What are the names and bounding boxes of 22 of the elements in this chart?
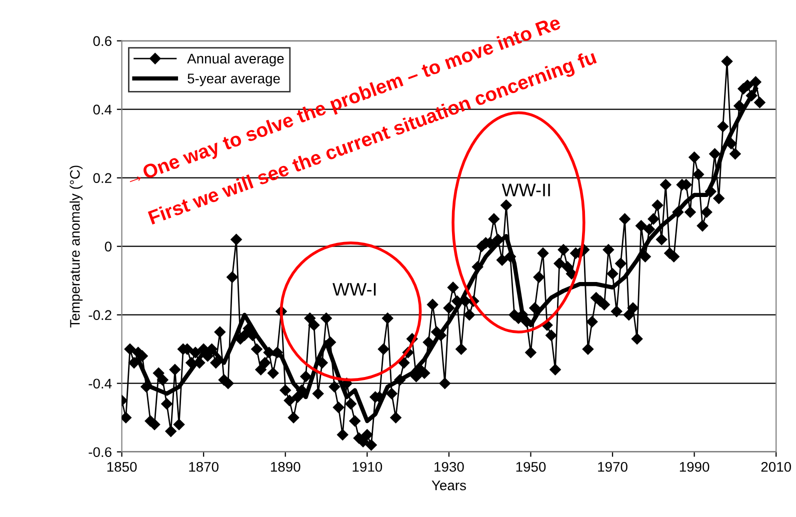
y-tick-label: -0.2 (88, 310, 112, 320)
y-axis-title: Temperature anomaly (°C) (70, 166, 83, 328)
x-tick-label: 1910 (352, 462, 382, 472)
annotation: WW-II (502, 184, 550, 196)
x-axis-title: Years (432, 480, 466, 490)
y-tick-label: -0.6 (88, 447, 112, 458)
x-tick-label: 1990 (680, 462, 710, 472)
annotation: WW-I (332, 283, 376, 296)
x-tick-label: 1970 (598, 462, 628, 472)
x-tick-label: 1890 (270, 462, 300, 472)
y-tick-label: 0 (104, 242, 112, 252)
y-tick-label: -0.4 (88, 378, 112, 389)
y-tick-label: 0.2 (93, 173, 112, 184)
legend-label: 5-year average (188, 74, 280, 86)
x-tick-label: 1850 (107, 462, 137, 472)
x-tick-label: 1930 (434, 462, 464, 472)
y-tick-label: 0.6 (93, 36, 112, 46)
y-tick-label: 0.4 (93, 104, 112, 115)
x-tick-label: 1870 (189, 462, 218, 472)
legend-label: Annual average (187, 53, 284, 66)
x-tick-label: 2010 (761, 462, 792, 472)
x-tick-label: 1950 (516, 462, 546, 472)
